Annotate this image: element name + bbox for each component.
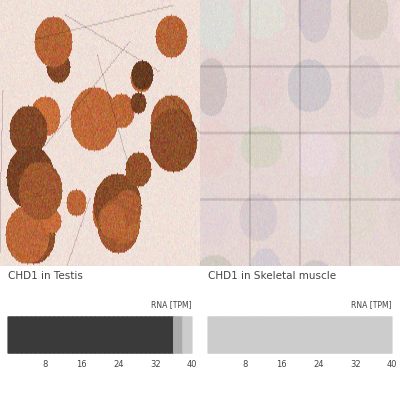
FancyBboxPatch shape <box>173 316 179 354</box>
FancyBboxPatch shape <box>104 316 110 354</box>
FancyBboxPatch shape <box>276 316 282 354</box>
FancyBboxPatch shape <box>21 316 27 354</box>
FancyBboxPatch shape <box>72 316 78 354</box>
FancyBboxPatch shape <box>290 316 296 354</box>
FancyBboxPatch shape <box>281 316 287 354</box>
Text: CHD1 in Testis: CHD1 in Testis <box>8 271 83 281</box>
FancyBboxPatch shape <box>226 316 232 354</box>
FancyBboxPatch shape <box>136 316 142 354</box>
FancyBboxPatch shape <box>164 316 170 354</box>
FancyBboxPatch shape <box>67 316 73 354</box>
FancyBboxPatch shape <box>313 316 319 354</box>
FancyBboxPatch shape <box>76 316 82 354</box>
Text: 24: 24 <box>113 360 124 369</box>
FancyBboxPatch shape <box>373 316 379 354</box>
FancyBboxPatch shape <box>132 316 137 354</box>
Text: 8: 8 <box>42 360 48 369</box>
FancyBboxPatch shape <box>35 316 41 354</box>
FancyBboxPatch shape <box>118 316 124 354</box>
FancyBboxPatch shape <box>254 316 259 354</box>
Text: 16: 16 <box>276 360 287 369</box>
Text: 24: 24 <box>313 360 324 369</box>
FancyBboxPatch shape <box>368 316 374 354</box>
FancyBboxPatch shape <box>146 316 151 354</box>
FancyBboxPatch shape <box>187 316 192 354</box>
FancyBboxPatch shape <box>332 316 337 354</box>
FancyBboxPatch shape <box>212 316 218 354</box>
FancyBboxPatch shape <box>8 316 13 354</box>
FancyBboxPatch shape <box>272 316 278 354</box>
FancyBboxPatch shape <box>40 316 45 354</box>
Text: 32: 32 <box>150 360 160 369</box>
Text: 16: 16 <box>76 360 87 369</box>
FancyBboxPatch shape <box>249 316 254 354</box>
FancyBboxPatch shape <box>86 316 91 354</box>
FancyBboxPatch shape <box>230 316 236 354</box>
Text: RNA [TPM]: RNA [TPM] <box>151 300 192 309</box>
FancyBboxPatch shape <box>127 316 133 354</box>
FancyBboxPatch shape <box>26 316 32 354</box>
FancyBboxPatch shape <box>182 316 188 354</box>
FancyBboxPatch shape <box>318 316 324 354</box>
FancyBboxPatch shape <box>341 316 346 354</box>
FancyBboxPatch shape <box>95 316 100 354</box>
FancyBboxPatch shape <box>63 316 68 354</box>
FancyBboxPatch shape <box>113 316 119 354</box>
FancyBboxPatch shape <box>155 316 160 354</box>
Text: 40: 40 <box>187 360 197 369</box>
FancyBboxPatch shape <box>81 316 87 354</box>
FancyBboxPatch shape <box>122 316 128 354</box>
FancyBboxPatch shape <box>178 316 183 354</box>
FancyBboxPatch shape <box>168 316 174 354</box>
FancyBboxPatch shape <box>355 316 360 354</box>
FancyBboxPatch shape <box>327 316 333 354</box>
FancyBboxPatch shape <box>150 316 156 354</box>
FancyBboxPatch shape <box>109 316 114 354</box>
FancyBboxPatch shape <box>240 316 245 354</box>
FancyBboxPatch shape <box>300 316 305 354</box>
FancyBboxPatch shape <box>54 316 59 354</box>
FancyBboxPatch shape <box>322 316 328 354</box>
FancyBboxPatch shape <box>141 316 146 354</box>
FancyBboxPatch shape <box>263 316 268 354</box>
FancyBboxPatch shape <box>17 316 22 354</box>
FancyBboxPatch shape <box>336 316 342 354</box>
FancyBboxPatch shape <box>49 316 54 354</box>
FancyBboxPatch shape <box>350 316 356 354</box>
Text: 8: 8 <box>242 360 248 369</box>
FancyBboxPatch shape <box>382 316 388 354</box>
FancyBboxPatch shape <box>359 316 365 354</box>
FancyBboxPatch shape <box>217 316 222 354</box>
FancyBboxPatch shape <box>58 316 64 354</box>
FancyBboxPatch shape <box>90 316 96 354</box>
FancyBboxPatch shape <box>208 316 213 354</box>
FancyBboxPatch shape <box>346 316 351 354</box>
FancyBboxPatch shape <box>12 316 18 354</box>
FancyBboxPatch shape <box>30 316 36 354</box>
FancyBboxPatch shape <box>364 316 370 354</box>
FancyBboxPatch shape <box>304 316 310 354</box>
FancyBboxPatch shape <box>387 316 392 354</box>
FancyBboxPatch shape <box>267 316 273 354</box>
FancyBboxPatch shape <box>221 316 227 354</box>
FancyBboxPatch shape <box>378 316 383 354</box>
FancyBboxPatch shape <box>235 316 241 354</box>
FancyBboxPatch shape <box>258 316 264 354</box>
FancyBboxPatch shape <box>286 316 291 354</box>
FancyBboxPatch shape <box>44 316 50 354</box>
FancyBboxPatch shape <box>100 316 105 354</box>
FancyBboxPatch shape <box>159 316 165 354</box>
Text: RNA [TPM]: RNA [TPM] <box>351 300 392 309</box>
FancyBboxPatch shape <box>309 316 314 354</box>
Text: CHD1 in Skeletal muscle: CHD1 in Skeletal muscle <box>208 271 336 281</box>
Text: 32: 32 <box>350 360 360 369</box>
FancyBboxPatch shape <box>244 316 250 354</box>
FancyBboxPatch shape <box>295 316 300 354</box>
Text: 40: 40 <box>387 360 397 369</box>
